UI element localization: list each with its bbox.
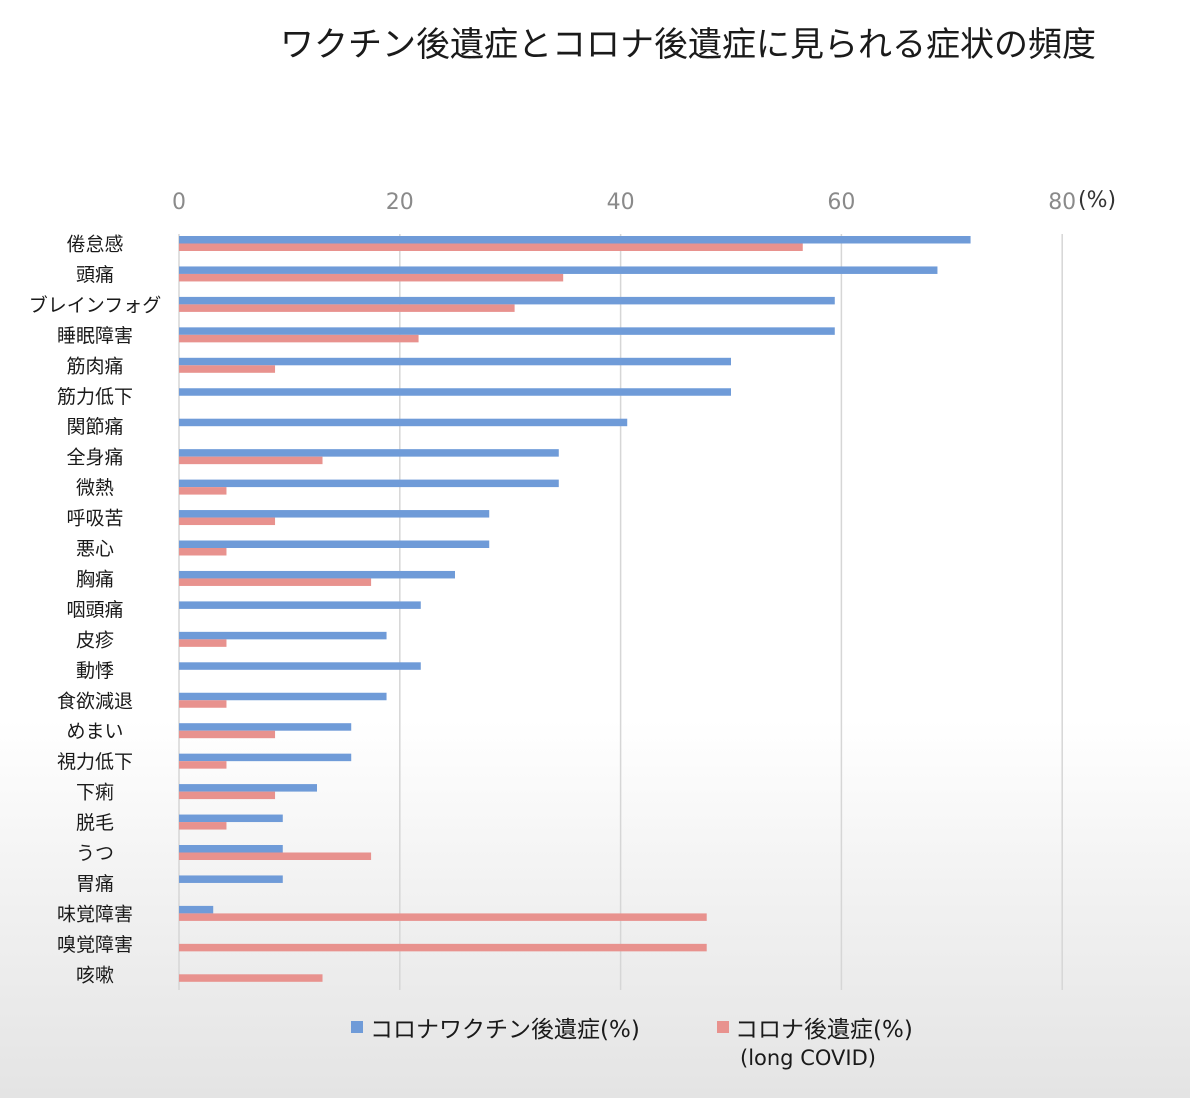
x-tick-label-80: 80 <box>1048 190 1076 215</box>
category-label-24: 咳嗽 <box>76 964 114 986</box>
bar-vaccine-17 <box>179 753 352 762</box>
category-label-18: 下痢 <box>76 782 114 804</box>
category-label-5: 筋力低下 <box>57 386 133 408</box>
bar-long-covid-9 <box>179 517 276 526</box>
category-label-20: うつ <box>76 843 114 865</box>
category-label-13: 皮疹 <box>76 629 114 651</box>
bar-long-covid-17 <box>179 761 227 769</box>
bar-vaccine-3 <box>179 327 835 335</box>
category-label-11: 胸痛 <box>76 568 114 590</box>
bar-long-covid-24 <box>179 974 323 982</box>
category-label-14: 動悸 <box>76 660 114 682</box>
bar-long-covid-16 <box>179 730 276 739</box>
bar-long-covid-2 <box>179 304 515 312</box>
bar-long-covid-10 <box>179 548 227 556</box>
bar-vaccine-2 <box>179 296 835 305</box>
x-axis-ticks: 0 20 40 60 80 <box>172 190 1076 215</box>
bar-long-covid-22 <box>179 913 707 921</box>
category-labels: 倦怠感頭痛ブレインフォグ睡眠障害筋肉痛筋力低下関節痛全身痛微熱呼吸苦悪心胸痛咽頭… <box>29 234 161 987</box>
bar-vaccine-4 <box>179 357 731 366</box>
category-label-0: 倦怠感 <box>66 234 123 256</box>
legend-label-long-covid: コロナ後遺症(%) <box>735 1017 913 1043</box>
category-label-16: めまい <box>66 721 123 743</box>
bars <box>179 236 971 982</box>
category-label-1: 頭痛 <box>76 264 114 286</box>
category-label-7: 全身痛 <box>66 447 123 469</box>
category-label-12: 咽頭痛 <box>66 599 123 621</box>
bar-vaccine-1 <box>179 266 938 274</box>
bar-long-covid-13 <box>179 639 227 647</box>
bar-long-covid-23 <box>179 943 707 952</box>
legend-label-vaccine: コロナワクチン後遺症(%) <box>370 1017 640 1043</box>
bar-vaccine-10 <box>179 540 490 548</box>
category-label-6: 関節痛 <box>66 416 123 438</box>
x-tick-label-60: 60 <box>827 190 855 215</box>
bar-vaccine-21 <box>179 875 283 883</box>
category-label-3: 睡眠障害 <box>57 325 133 347</box>
bar-vaccine-6 <box>179 418 628 427</box>
bar-vaccine-12 <box>179 601 421 609</box>
category-label-4: 筋肉痛 <box>66 355 123 377</box>
bar-vaccine-20 <box>179 845 283 853</box>
bar-long-covid-20 <box>179 852 372 860</box>
bar-long-covid-18 <box>179 791 276 800</box>
bar-vaccine-7 <box>179 449 559 457</box>
bar-long-covid-7 <box>179 456 323 465</box>
legend-swatch-vaccine <box>351 1021 363 1033</box>
bar-long-covid-4 <box>179 365 276 373</box>
bar-vaccine-15 <box>179 692 387 701</box>
bar-long-covid-11 <box>179 578 372 586</box>
chart-title: ワクチン後遺症とコロナ後遺症に見られる症状の頻度 <box>280 25 1096 65</box>
bar-vaccine-16 <box>179 723 352 731</box>
category-label-15: 食欲減退 <box>57 690 133 712</box>
bar-long-covid-8 <box>179 487 227 495</box>
bar-vaccine-13 <box>179 631 387 640</box>
x-tick-label-20: 20 <box>386 190 414 215</box>
bar-long-covid-19 <box>179 822 227 830</box>
bar-long-covid-3 <box>179 334 419 343</box>
x-tick-label-40: 40 <box>607 190 635 215</box>
category-label-9: 呼吸苦 <box>66 508 123 530</box>
legend-swatch-long-covid <box>717 1021 729 1033</box>
category-label-21: 胃痛 <box>76 873 114 895</box>
x-axis-unit: (%) <box>1078 188 1116 213</box>
bar-long-covid-15 <box>179 700 227 708</box>
bar-vaccine-9 <box>179 510 490 518</box>
category-label-17: 視力低下 <box>57 751 133 773</box>
bar-long-covid-0 <box>179 243 803 251</box>
bar-long-covid-1 <box>179 273 564 282</box>
legend-sublabel-long-covid: (long COVID) <box>740 1046 876 1070</box>
bar-vaccine-19 <box>179 814 283 823</box>
category-label-23: 嗅覚障害 <box>57 934 133 956</box>
bar-vaccine-8 <box>179 479 559 488</box>
bar-vaccine-22 <box>179 905 214 914</box>
bar-vaccine-14 <box>179 662 421 670</box>
legend: コロナワクチン後遺症(%) コロナ後遺症(%) (long COVID) <box>351 1017 913 1070</box>
category-label-22: 味覚障害 <box>57 903 133 925</box>
category-label-10: 悪心 <box>76 538 114 560</box>
bar-vaccine-5 <box>179 388 731 396</box>
bar-vaccine-0 <box>179 236 971 244</box>
category-label-2: ブレインフォグ <box>29 293 161 316</box>
bar-vaccine-18 <box>179 784 317 792</box>
x-tick-label-0: 0 <box>172 190 186 215</box>
bar-vaccine-11 <box>179 570 455 579</box>
category-label-8: 微熱 <box>76 477 114 499</box>
gridlines <box>178 234 1063 990</box>
category-label-19: 脱毛 <box>76 812 114 834</box>
